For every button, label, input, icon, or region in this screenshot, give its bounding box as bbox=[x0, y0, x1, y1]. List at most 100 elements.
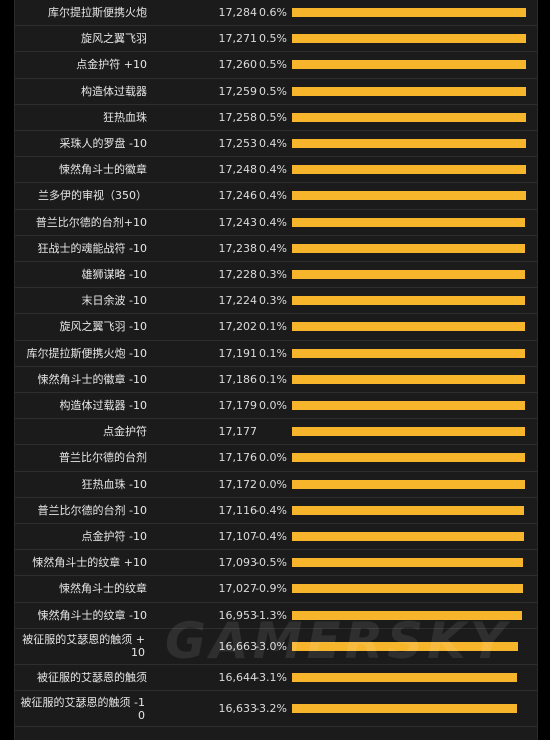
row-value: 17,027 bbox=[218, 582, 258, 596]
row-value: 17,258 bbox=[218, 110, 258, 124]
row-label: 悚然角斗士的纹章 -10 bbox=[37, 608, 147, 622]
row-label: 点金护符 bbox=[103, 425, 147, 439]
row-label: 被征服的艾瑟恩的触须 -10 bbox=[20, 695, 145, 722]
row-value: 17,246 bbox=[218, 189, 258, 203]
bar bbox=[292, 139, 526, 149]
row-value: 17,238 bbox=[218, 241, 258, 255]
table-row: 悚然角斗士的徽章 -10 17,186 0.1% bbox=[15, 367, 537, 393]
table-row: 悚然角斗士的徽章 17,248 0.4% bbox=[15, 157, 537, 184]
row-value: 16,663 bbox=[218, 639, 258, 653]
table-row: 旋风之翼飞羽 -10 17,202 0.1% bbox=[15, 314, 537, 341]
row-value: 17,243 bbox=[218, 215, 258, 229]
row-value: 17,228 bbox=[218, 268, 258, 282]
table-row: 点金护符 +10 17,260 0.5% bbox=[15, 52, 537, 79]
row-percent: 0.1% bbox=[259, 372, 287, 386]
table-row: 点金护符 17,177 bbox=[15, 419, 537, 446]
bar bbox=[292, 505, 524, 515]
row-value: 17,179 bbox=[218, 399, 258, 413]
bar bbox=[292, 558, 524, 568]
row-percent: 0.4% bbox=[259, 215, 287, 229]
row-value: 17,093 bbox=[218, 556, 258, 570]
table-row: 悚然角斗士的纹章 17,027 -0.9% bbox=[15, 576, 537, 603]
bar bbox=[292, 34, 526, 44]
row-label: 狂热血珠 bbox=[103, 110, 147, 124]
table-row: 构造体过载器 17,259 0.5% bbox=[15, 79, 537, 105]
table-row: 库尔提拉斯便携火炮 -10 17,191 0.1% bbox=[15, 341, 537, 367]
row-percent: 0.0% bbox=[259, 399, 287, 413]
table-row: 末日余波 -10 17,224 0.3% bbox=[15, 288, 537, 315]
row-label: 悚然角斗士的纹章 +10 bbox=[32, 556, 147, 570]
table-row: 采珠人的罗盘 -10 17,253 0.4% bbox=[15, 131, 537, 158]
row-label: 普兰比尔德的台剂+10 bbox=[35, 215, 147, 229]
bar bbox=[292, 479, 525, 489]
table-row: 被征服的艾瑟恩的触须 16,644 -3.1% bbox=[15, 665, 537, 691]
row-value: 17,271 bbox=[218, 32, 258, 46]
table-row: 悚然角斗士的纹章 +10 17,093 -0.5% bbox=[15, 550, 537, 577]
row-percent: 0.4% bbox=[259, 189, 287, 203]
bar bbox=[292, 374, 525, 384]
row-label: 狂战士的魂能战符 -10 bbox=[37, 241, 147, 255]
row-value: 16,953 bbox=[218, 608, 258, 622]
bar bbox=[292, 243, 526, 253]
row-value: 17,202 bbox=[218, 320, 258, 334]
row-label: 库尔提拉斯便携火炮 bbox=[48, 6, 147, 20]
row-label: 普兰比尔德的台剂 -10 bbox=[37, 503, 147, 517]
bar bbox=[292, 296, 526, 306]
row-label: 库尔提拉斯便携火炮 -10 bbox=[26, 346, 147, 360]
row-label: 旋风之翼飞羽 -10 bbox=[59, 320, 147, 334]
row-label: 采珠人的罗盘 -10 bbox=[59, 137, 147, 151]
table-row: 被征服的艾瑟恩的触须 -10 16,633 -3.2% bbox=[15, 691, 537, 727]
row-value: 17,248 bbox=[218, 163, 258, 177]
table-row: 兰多伊的审视（350） 17,246 0.4% bbox=[15, 183, 537, 210]
row-value: 16,633 bbox=[218, 702, 258, 715]
table-row: 普兰比尔德的台剂 -10 17,116 -0.4% bbox=[15, 498, 537, 524]
bar bbox=[292, 427, 525, 437]
row-percent: -0.4% bbox=[255, 530, 287, 544]
row-value: 17,176 bbox=[218, 451, 258, 465]
bar bbox=[292, 584, 523, 594]
row-percent: 0.5% bbox=[259, 58, 287, 72]
row-percent: 0.0% bbox=[259, 477, 287, 491]
row-value: 17,260 bbox=[218, 58, 258, 72]
row-label: 构造体过载器 bbox=[81, 84, 147, 98]
bar bbox=[292, 401, 525, 411]
bar bbox=[292, 270, 526, 280]
bar bbox=[292, 8, 526, 18]
row-label: 兰多伊的审视（350） bbox=[38, 189, 147, 203]
row-label: 旋风之翼飞羽 bbox=[81, 32, 147, 46]
row-percent: -1.3% bbox=[255, 608, 287, 622]
row-percent: 0.4% bbox=[259, 163, 287, 177]
row-label: 点金护符 -10 bbox=[81, 530, 147, 544]
row-value: 17,259 bbox=[218, 84, 258, 98]
row-value: 17,107 bbox=[218, 530, 258, 544]
table-row: 狂热血珠 17,258 0.5% bbox=[15, 105, 537, 131]
row-label: 被征服的艾瑟恩的触须 +10 bbox=[22, 633, 145, 660]
chart-frame: 库尔提拉斯便携火炮 17,284 0.6% 旋风之翼飞羽 17,271 0.5% 点金护符 … bbox=[14, 0, 538, 740]
row-percent: 0.1% bbox=[259, 320, 287, 334]
row-label: 被征服的艾瑟恩的触须 bbox=[37, 670, 147, 684]
table-row: 库尔提拉斯便携火炮 17,284 0.6% bbox=[15, 0, 537, 27]
table-row: 构造体过载器 -10 17,179 0.0% bbox=[15, 393, 537, 420]
bar bbox=[292, 165, 526, 175]
table-row: 雄狮谋略 -10 17,228 0.3% bbox=[15, 262, 537, 289]
row-percent: 0.5% bbox=[259, 84, 287, 98]
bar bbox=[292, 191, 526, 201]
row-percent: 0.5% bbox=[259, 110, 287, 124]
row-label: 点金护符 +10 bbox=[76, 58, 147, 72]
row-label: 悚然角斗士的徽章 bbox=[59, 163, 147, 177]
row-value: 16,644 bbox=[218, 670, 258, 684]
row-value: 17,191 bbox=[218, 346, 258, 360]
table-row: 普兰比尔德的台剂+10 17,243 0.4% bbox=[15, 210, 537, 236]
table-row: 点金护符 -10 17,107 -0.4% bbox=[15, 524, 537, 551]
table-row: 狂战士的魂能战符 -10 17,238 0.4% bbox=[15, 236, 537, 262]
row-label: 狂热血珠 -10 bbox=[81, 477, 147, 491]
row-value: 17,177 bbox=[218, 425, 258, 439]
row-label: 悚然角斗士的徽章 -10 bbox=[37, 372, 147, 386]
bar bbox=[292, 610, 522, 620]
row-percent bbox=[255, 419, 287, 444]
row-percent: -0.5% bbox=[255, 556, 287, 570]
table-row: 狂热血珠 -10 17,172 0.0% bbox=[15, 472, 537, 498]
row-percent: -0.4% bbox=[255, 503, 287, 517]
bar bbox=[292, 641, 518, 651]
row-percent: 0.1% bbox=[259, 346, 287, 360]
